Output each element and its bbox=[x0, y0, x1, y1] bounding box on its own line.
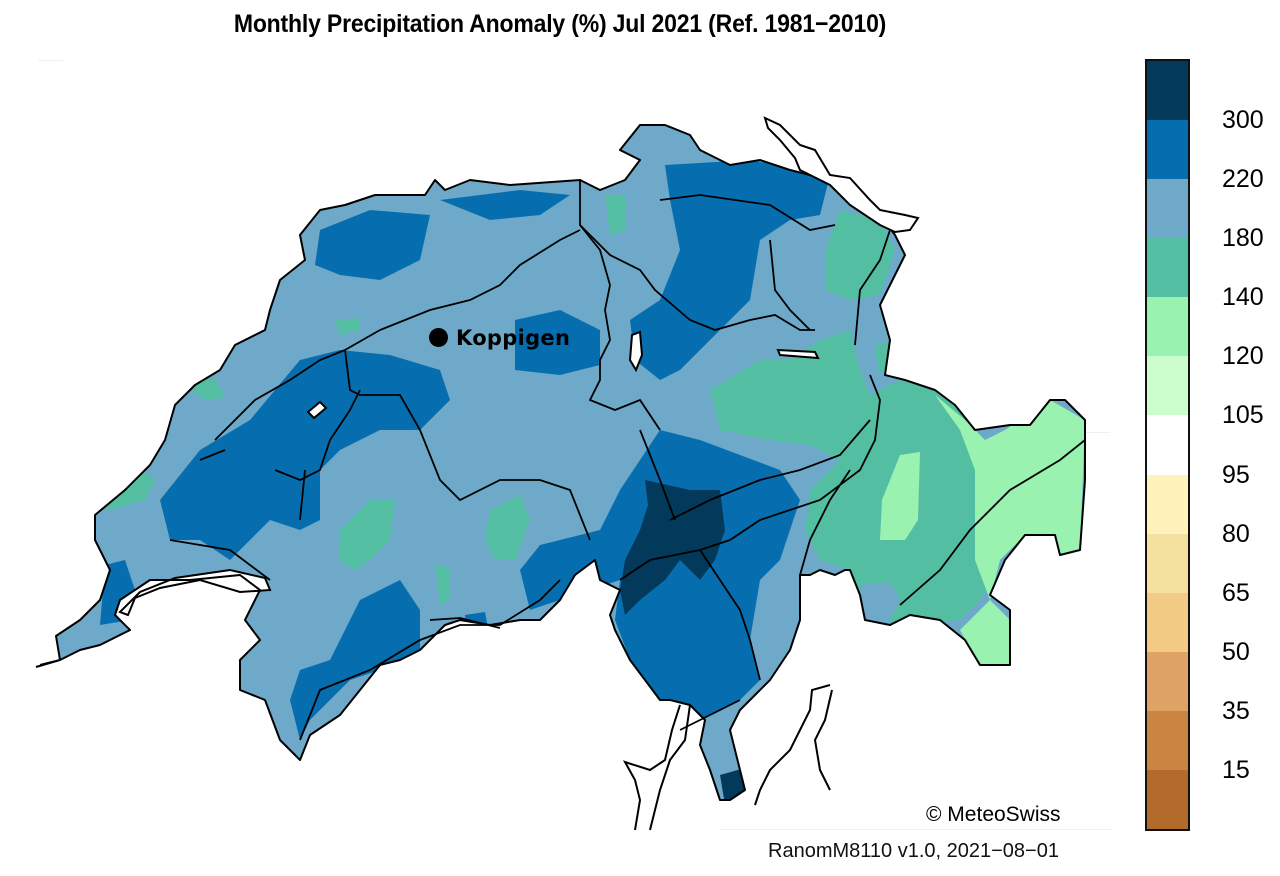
legend-bin bbox=[1147, 710, 1188, 770]
legend-bin bbox=[1147, 533, 1188, 593]
legend-tick-label: 300 bbox=[1222, 106, 1264, 134]
legend-tick-label: 120 bbox=[1222, 342, 1264, 370]
legend-bin bbox=[1147, 238, 1188, 298]
location-label: Koppigen bbox=[456, 326, 571, 350]
legend-tick-label: 105 bbox=[1222, 401, 1264, 429]
chart-title: Monthly Precipitation Anomaly (%) Jul 20… bbox=[233, 10, 887, 38]
legend-tick-label: 220 bbox=[1222, 165, 1264, 193]
frame-line bbox=[1085, 432, 1110, 433]
legend-bin bbox=[1147, 179, 1188, 239]
legend-tick-label: 50 bbox=[1222, 638, 1250, 666]
legend-bin bbox=[1147, 592, 1188, 652]
frame-line bbox=[38, 60, 63, 61]
legend-tick-label: 15 bbox=[1222, 756, 1250, 784]
legend-bin bbox=[1147, 769, 1188, 830]
legend-tick-label: 65 bbox=[1222, 579, 1250, 607]
version-text: RanomM8110 v1.0, 2021−08−01 bbox=[768, 840, 1059, 862]
legend-bin bbox=[1147, 61, 1188, 121]
legend-bin bbox=[1147, 415, 1188, 475]
legend-bin bbox=[1147, 651, 1188, 711]
legend-tick-label: 140 bbox=[1222, 283, 1264, 311]
legend-bin bbox=[1147, 297, 1188, 357]
legend-tick-label: 180 bbox=[1222, 224, 1264, 252]
legend-bin bbox=[1147, 474, 1188, 534]
legend-tick-label: 35 bbox=[1222, 697, 1250, 725]
precipitation-map bbox=[35, 116, 1086, 831]
location-marker-icon bbox=[429, 328, 448, 347]
color-legend bbox=[1145, 59, 1190, 831]
legend-tick-label: 95 bbox=[1222, 461, 1250, 489]
copyright-text: © MeteoSwiss bbox=[926, 803, 1061, 826]
legend-bin bbox=[1147, 356, 1188, 416]
frame-line bbox=[720, 829, 1112, 830]
legend-bin bbox=[1147, 120, 1188, 180]
legend-tick-label: 80 bbox=[1222, 520, 1250, 548]
